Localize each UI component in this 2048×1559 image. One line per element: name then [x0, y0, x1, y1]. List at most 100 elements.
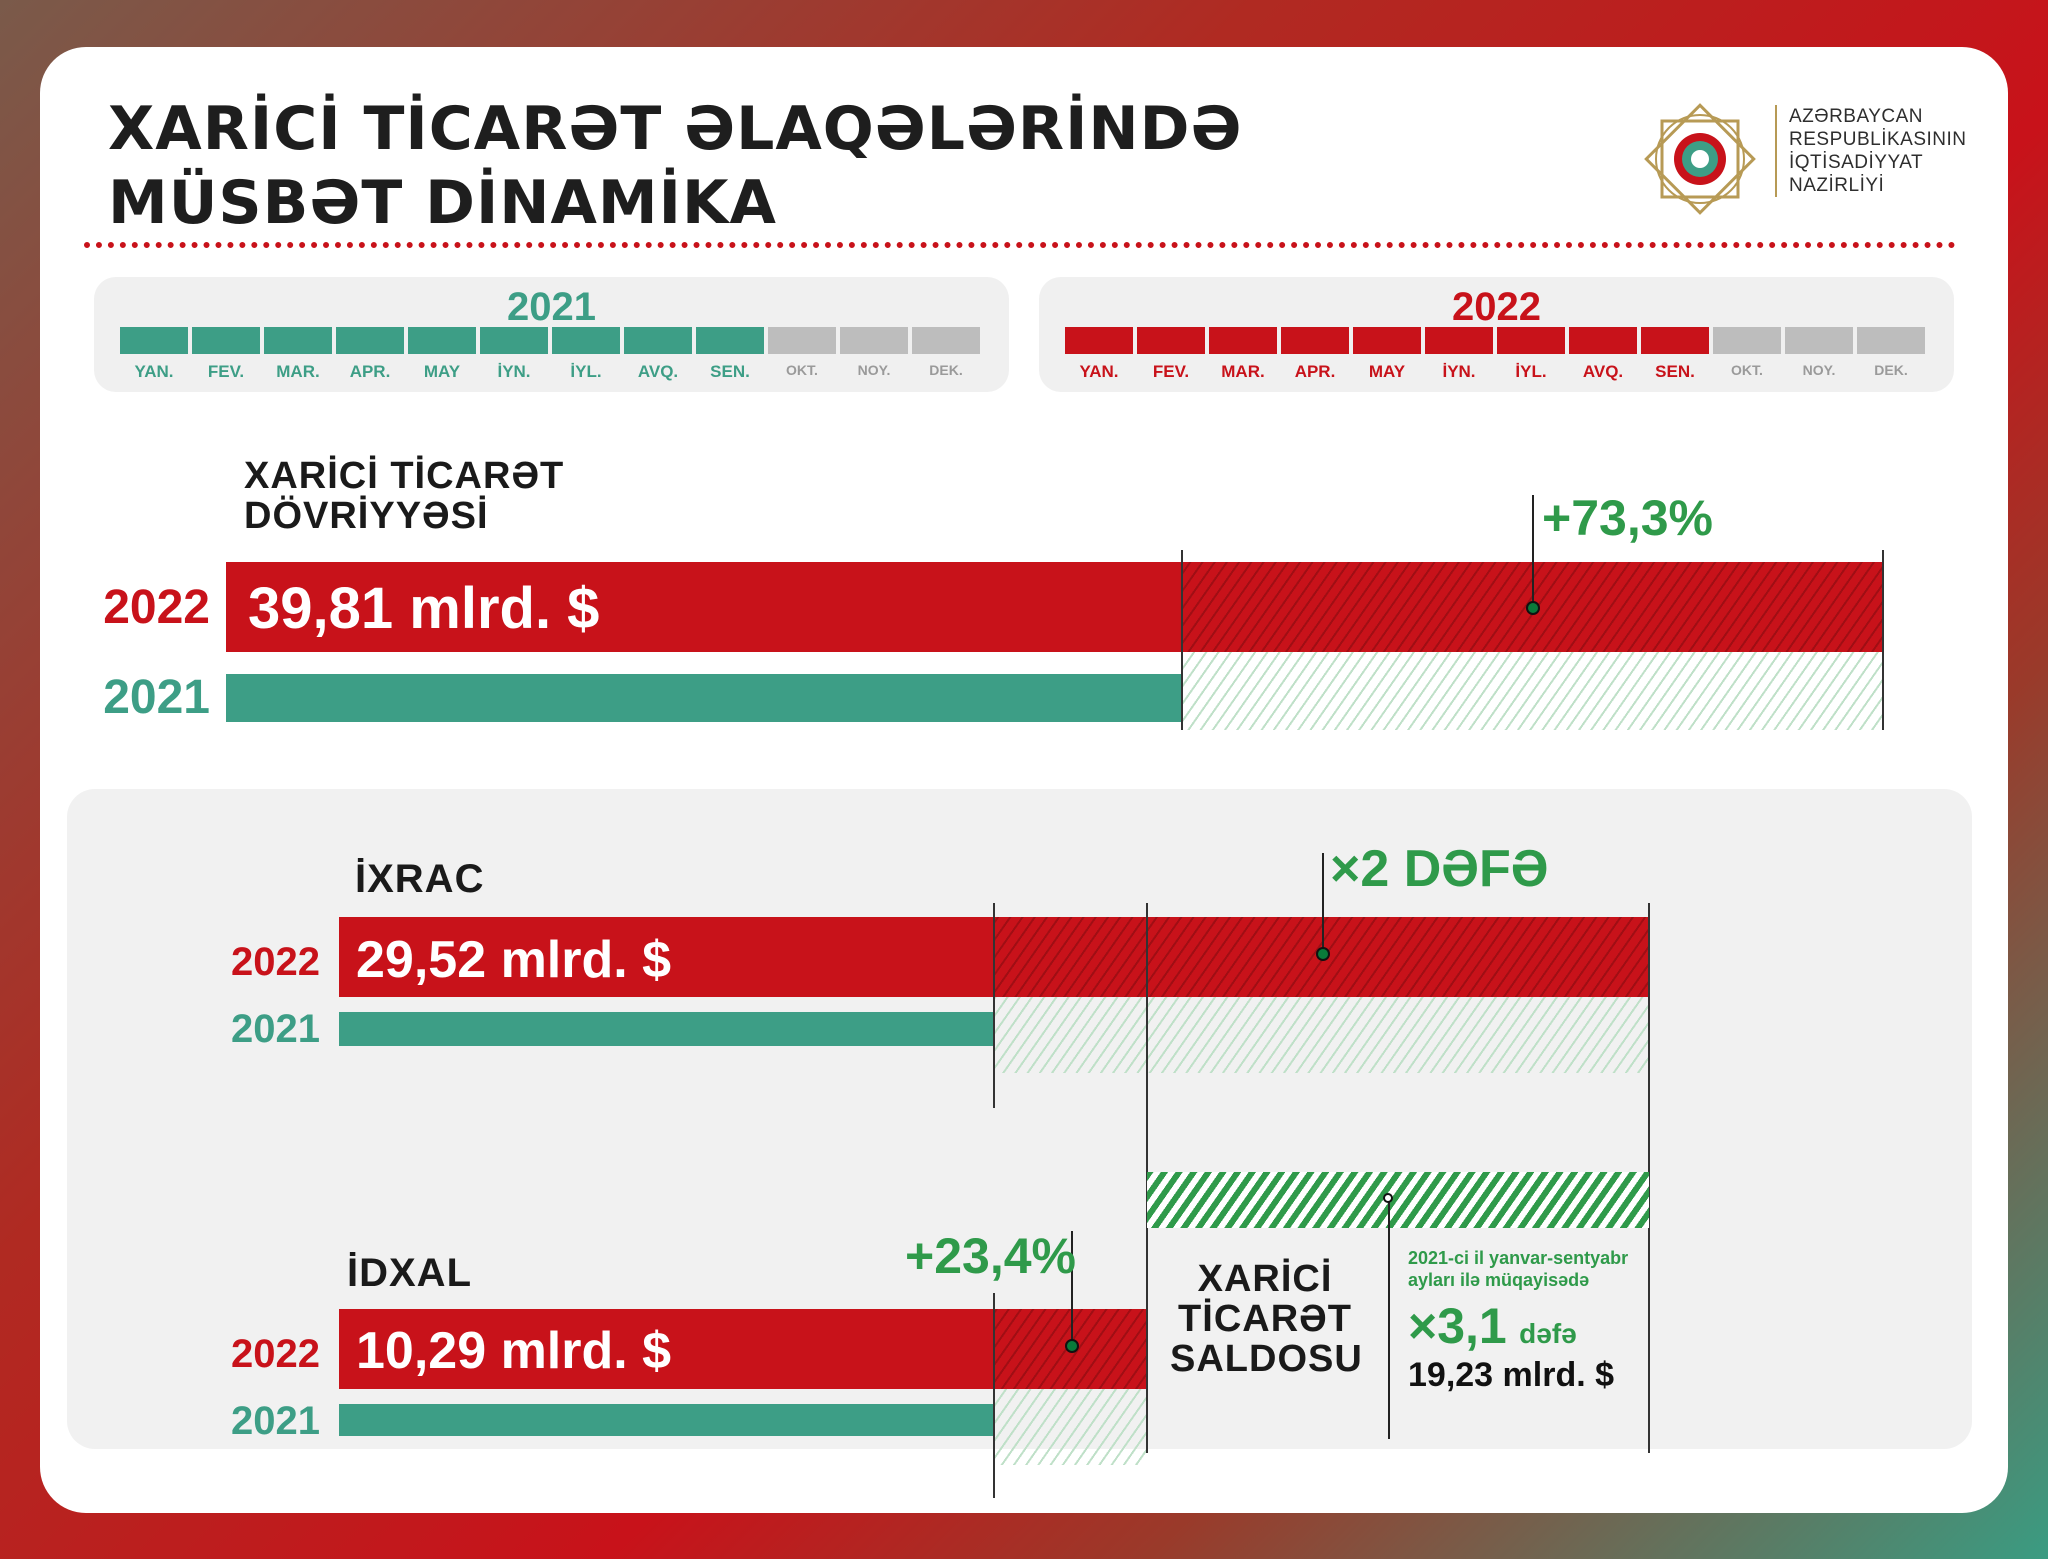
ministry-emblem-icon [1644, 103, 1756, 215]
timeline-month-bar [1857, 327, 1925, 354]
timeline-month: AVQ. [1569, 327, 1637, 382]
balance-leader-dot [1383, 1193, 1393, 1203]
timeline-month-bar [1713, 327, 1781, 354]
timeline-month-label: OKT. [1731, 362, 1763, 378]
export-value: 29,52 mlrd. $ [356, 931, 672, 989]
turnover-year-2022: 2022 [103, 581, 210, 634]
timeline-month-bar [336, 327, 404, 354]
timeline-month: YAN. [120, 327, 188, 382]
timeline-month: APR. [1281, 327, 1349, 382]
timeline-month: SEN. [696, 327, 764, 382]
timeline-month-label: İYN. [497, 362, 531, 381]
timeline-month: OKT. [1713, 327, 1781, 378]
timeline-month-label: APR. [349, 362, 391, 381]
timeline-month: NOY. [840, 327, 908, 378]
balance-label-line: TİCARƏT [1178, 1297, 1352, 1340]
import-leader-dot [1065, 1339, 1079, 1353]
turnover-leader-dot [1526, 601, 1540, 615]
timeline-month-bar [696, 327, 764, 354]
timeline-month-bar [1425, 327, 1493, 354]
import-bar-2021 [339, 1404, 994, 1436]
turnover-increase-hatch-lower [1182, 652, 1883, 730]
timeline-month: DEK. [1857, 327, 1925, 378]
timeline-month: İYL. [1497, 327, 1565, 382]
turnover-label-line: XARİCİ TİCARƏT [244, 455, 565, 497]
timeline-2022: 2022 YAN. FEV. MAR. APR. MAY İYN. İYL. AVQ. SEN.… [1039, 277, 1954, 392]
timeline-month-label: SEN. [1655, 362, 1695, 381]
timeline-month-bar [1641, 327, 1709, 354]
timeline-month-bar [192, 327, 260, 354]
timeline-month-bar [1209, 327, 1277, 354]
timeline-month-label: FEV. [207, 362, 245, 381]
timeline-month-bar [480, 327, 548, 354]
timeline-month: FEV. [1137, 327, 1205, 382]
timeline-month: YAN. [1065, 327, 1133, 382]
timeline-month: İYL. [552, 327, 620, 382]
timeline-month-label: İYL. [1515, 362, 1547, 381]
timeline-month-label: YAN. [134, 362, 174, 381]
import-year-2022: 2022 [231, 1332, 320, 1376]
balance-label: XARİCİ TİCARƏT SALDOSU [1170, 1259, 1362, 1380]
timeline-month: İYN. [480, 327, 548, 382]
export-year-2021: 2021 [231, 1007, 320, 1051]
timeline-month-bar [1353, 327, 1421, 354]
timeline-month: APR. [336, 327, 404, 382]
turnover-leader-line [1532, 495, 1534, 607]
timeline-month-label: NOY. [857, 362, 891, 378]
import-change: +23,4% [905, 1228, 1076, 1284]
timeline-month: AVQ. [624, 327, 692, 382]
export-change: ×2 DƏFƏ [1330, 840, 1549, 898]
balance-factor: ×3,1 dəfə [1408, 1297, 1577, 1355]
timeline-month-label: YAN. [1079, 362, 1119, 381]
timeline-month-label: AVQ. [1582, 362, 1624, 381]
import-baseline-marker [993, 1293, 995, 1498]
timeline-month-label: İYL. [570, 362, 602, 381]
ministry-name-line: NAZİRLİYİ [1789, 175, 1885, 196]
timeline-month: SEN. [1641, 327, 1709, 382]
timeline-month: MAR. [264, 327, 332, 382]
turnover-label-line: DÖVRİYYƏSİ [244, 494, 489, 537]
timeline-month-bar [1065, 327, 1133, 354]
export-year-2022: 2022 [231, 940, 320, 984]
timeline-month-label: MAY [423, 362, 461, 381]
ministry-name-line: RESPUBLİKASININ [1789, 129, 1967, 150]
timeline-month-label: İYN. [1442, 362, 1476, 381]
ministry-name: AZƏRBAYCAN RESPUBLİKASININ İQTİSADİYYAT … [1775, 105, 1979, 197]
timeline-month-bar [408, 327, 476, 354]
timeline-month: İYN. [1425, 327, 1493, 382]
timeline-month-bar [840, 327, 908, 354]
import-value: 10,29 mlrd. $ [356, 1322, 672, 1380]
ministry-name-line: AZƏRBAYCAN [1789, 106, 1924, 127]
timeline-month-label: OKT. [786, 362, 818, 378]
export-leader-dot [1316, 947, 1330, 961]
balance-note: 2021-ci il yanvar-sentyabr ayları ilə mü… [1408, 1247, 1628, 1291]
balance-factor-value: ×3,1 [1408, 1298, 1507, 1354]
page-title-line1: XARİCİ TİCARƏT ƏLAQƏLƏRİNDƏ [108, 94, 1243, 164]
dotted-divider [84, 242, 1956, 248]
timeline-month-bar [1137, 327, 1205, 354]
timeline-month-bar [1785, 327, 1853, 354]
timeline-month-label: FEV. [1152, 362, 1190, 381]
balance-note-line: ayları ilə müqayisədə [1408, 1270, 1590, 1290]
timeline-month-label: AVQ. [637, 362, 679, 381]
turnover-end-marker [1882, 550, 1884, 730]
turnover-year-2021: 2021 [103, 671, 210, 724]
timeline-month-label: DEK. [1874, 362, 1908, 378]
balance-leader-line [1388, 1199, 1390, 1439]
timeline-month-label: MAR. [1221, 362, 1265, 381]
turnover-baseline-marker [1181, 550, 1183, 730]
timeline-month-bar [1281, 327, 1349, 354]
balance-factor-unit: dəfə [1519, 1318, 1577, 1349]
timeline-month: MAY [408, 327, 476, 382]
timeline-month-bar [552, 327, 620, 354]
timeline-month-label: MAR. [276, 362, 320, 381]
timeline-month: MAR. [1209, 327, 1277, 382]
turnover-value: 39,81 mlrd. $ [248, 576, 600, 641]
timeline-2021: 2021 YAN. FEV. MAR. APR. MAY İYN. İYL. AVQ. SEN.… [94, 277, 1009, 392]
turnover-label: XARİCİ TİCARƏT DÖVRİYYƏSİ [244, 455, 565, 537]
timeline-year: 2022 [1452, 285, 1541, 329]
export-label: İXRAC [355, 857, 485, 901]
balance-value: 19,23 mlrd. $ [1408, 1356, 1615, 1394]
balance-note-line: 2021-ci il yanvar-sentyabr [1408, 1248, 1629, 1268]
